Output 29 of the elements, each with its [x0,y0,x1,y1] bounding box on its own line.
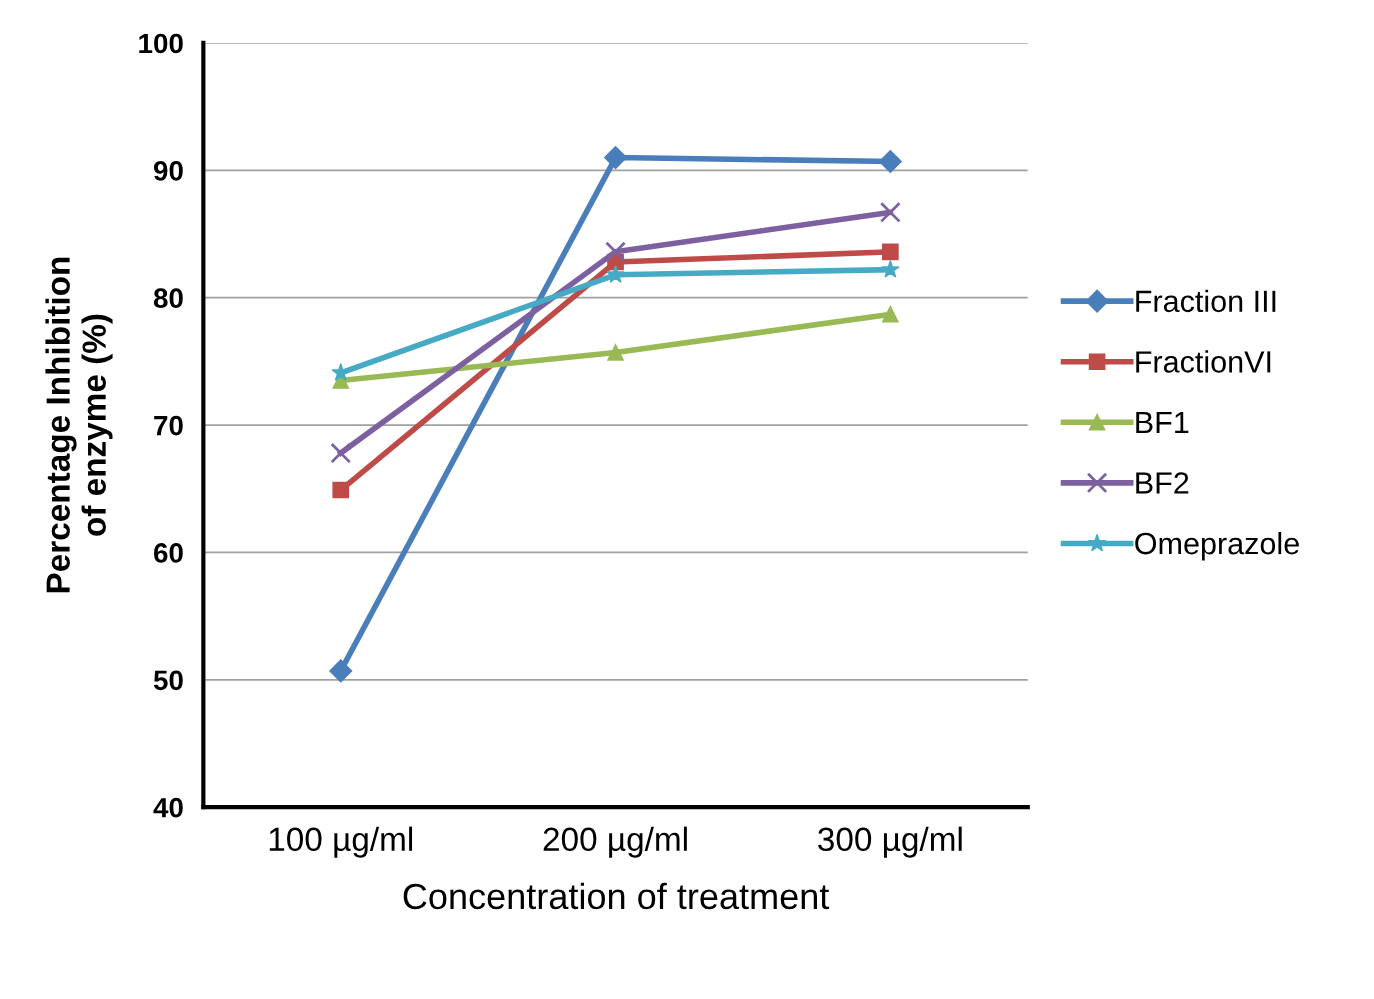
x-tick-label: 100 µg/ml [269,826,413,858]
y-tick-label: 40 [153,797,183,818]
point [878,149,902,173]
y-tick-label: 60 [154,543,183,563]
point [332,481,350,499]
x-tick-label: 200 µg/ml [543,826,687,858]
y-tick-label: 70 [154,415,183,436]
y-tick-label: 100 [139,33,183,54]
point [604,146,628,170]
x-tick-label: 300 µg/ml [818,826,962,858]
y-tick-label: 50 [153,670,183,691]
y-tick-label: 90 [153,161,183,181]
legend-label: Omeprazole [1135,531,1299,561]
point [882,243,899,261]
point [329,659,353,683]
y-axis-title: Percentage Inhibition of enzyme (%) [45,257,113,593]
point [606,265,625,283]
point [882,305,899,323]
legend-label: Fraction III [1136,289,1276,313]
x-axis-title: Concentration of treatment [403,882,830,910]
legend-label: FractionVI [1136,350,1271,373]
point [605,241,626,263]
y-tick-label: 80 [153,288,183,309]
point [330,442,352,464]
point [607,344,624,361]
point [879,201,901,223]
legend-label: BF2 [1136,472,1189,494]
point [881,259,900,278]
legend-label: BF1 [1136,411,1189,433]
